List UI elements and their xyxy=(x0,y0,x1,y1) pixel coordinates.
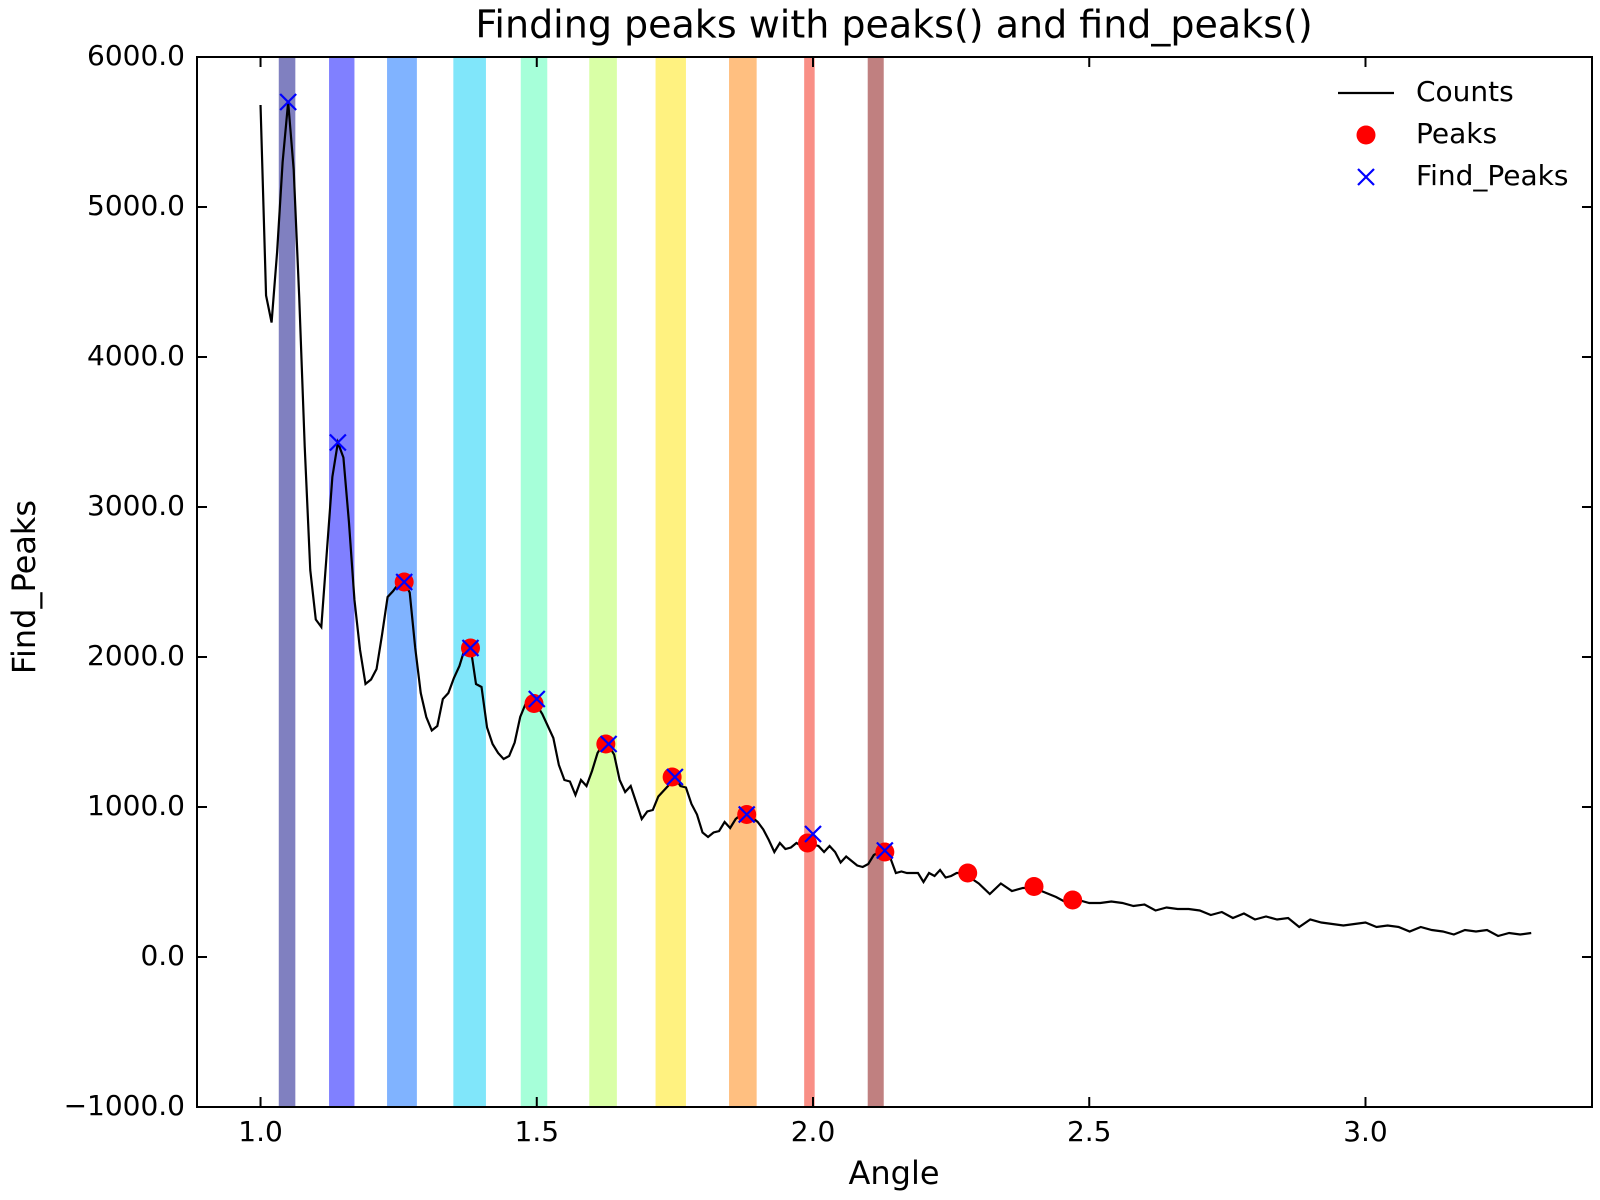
find-peak-marker xyxy=(395,573,413,591)
find-peak-marker xyxy=(804,825,822,843)
find-peak-marker xyxy=(599,735,618,753)
legend-item: Counts xyxy=(1338,75,1514,108)
span-band xyxy=(729,57,757,1107)
span-band xyxy=(453,57,486,1107)
legend-item: Peaks xyxy=(1356,117,1497,150)
legend-label: Counts xyxy=(1416,75,1514,108)
find-peak-marker xyxy=(666,768,684,786)
legend-item: Find_Peaks xyxy=(1357,159,1568,192)
span-band xyxy=(278,57,296,1107)
legend-marker xyxy=(1357,168,1375,186)
peak-marker xyxy=(524,694,544,713)
y-tick-label: 0.0 xyxy=(140,939,185,972)
peak-marker xyxy=(958,863,978,883)
legend-marker xyxy=(1356,125,1376,145)
y-tick-label: 3000.0 xyxy=(87,489,185,522)
x-tick-label: 3.0 xyxy=(1343,1115,1388,1148)
y-tick-label: 5000.0 xyxy=(87,189,185,222)
span-band xyxy=(655,57,686,1107)
x-tick-label: 2.5 xyxy=(1067,1115,1112,1148)
y-tick-label: 6000.0 xyxy=(87,39,185,72)
peak-marker xyxy=(1024,877,1044,896)
peak-marker xyxy=(1063,890,1083,910)
peak-marker xyxy=(662,767,682,787)
y-tick-label: −1000.0 xyxy=(64,1089,185,1122)
find-peak-marker xyxy=(279,93,297,111)
chart-title: Finding peaks with peaks() and find_peak… xyxy=(475,3,1312,47)
span-band xyxy=(329,57,355,1107)
legend-label: Find_Peaks xyxy=(1416,159,1568,192)
find-peak-marker xyxy=(329,433,347,452)
x-tick-label: 1.5 xyxy=(515,1115,560,1148)
span-band xyxy=(867,57,884,1107)
x-axis-label: Angle xyxy=(848,1154,939,1192)
legend-label: Peaks xyxy=(1416,117,1497,150)
plot-frame xyxy=(196,56,1593,1108)
span-band xyxy=(804,57,815,1107)
find-peak-marker xyxy=(876,841,894,860)
find-peak-marker xyxy=(527,690,546,708)
y-axis-label: Find_Peaks xyxy=(5,500,43,674)
y-tick-label: 1000.0 xyxy=(87,789,185,822)
x-tick-label: 2.0 xyxy=(791,1115,836,1148)
y-tick-label: 4000.0 xyxy=(87,339,185,372)
counts-line xyxy=(259,101,1532,938)
y-tick-label: 2000.0 xyxy=(87,639,185,672)
span-band xyxy=(589,57,617,1107)
peak-marker xyxy=(596,734,616,754)
span-band xyxy=(520,57,548,1107)
find-peak-marker xyxy=(461,639,480,657)
find-peak-marker xyxy=(737,805,756,824)
peak-marker xyxy=(797,833,817,853)
x-tick-label: 1.0 xyxy=(238,1115,283,1148)
